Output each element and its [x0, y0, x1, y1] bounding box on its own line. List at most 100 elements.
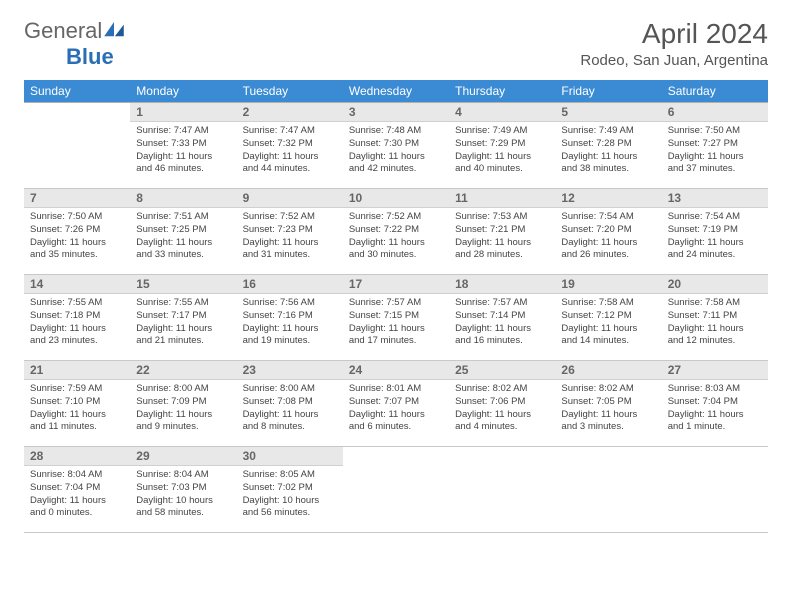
calendar-cell: 19Sunrise: 7:58 AMSunset: 7:12 PMDayligh… [555, 275, 661, 361]
day-number: 22 [130, 361, 236, 380]
calendar-cell: .. [662, 447, 768, 533]
day-number: 8 [130, 189, 236, 208]
day-header: Wednesday [343, 80, 449, 103]
header: GeneralBlue April 2024 Rodeo, San Juan, … [24, 18, 768, 70]
month-title: April 2024 [580, 18, 768, 50]
day-body: Sunrise: 8:04 AMSunset: 7:03 PMDaylight:… [130, 466, 236, 523]
calendar-cell: 3Sunrise: 7:48 AMSunset: 7:30 PMDaylight… [343, 103, 449, 189]
calendar-cell: 12Sunrise: 7:54 AMSunset: 7:20 PMDayligh… [555, 189, 661, 275]
calendar-table: SundayMondayTuesdayWednesdayThursdayFrid… [24, 80, 768, 533]
day-body: Sunrise: 7:49 AMSunset: 7:28 PMDaylight:… [555, 122, 661, 179]
day-header: Saturday [662, 80, 768, 103]
title-block: April 2024 Rodeo, San Juan, Argentina [580, 18, 768, 69]
day-number: 20 [662, 275, 768, 294]
day-body: Sunrise: 7:54 AMSunset: 7:19 PMDaylight:… [662, 208, 768, 265]
day-body: Sunrise: 7:52 AMSunset: 7:23 PMDaylight:… [237, 208, 343, 265]
day-number: 30 [237, 447, 343, 466]
day-number: 1 [130, 103, 236, 122]
day-body: Sunrise: 7:55 AMSunset: 7:18 PMDaylight:… [24, 294, 130, 351]
day-body: Sunrise: 8:01 AMSunset: 7:07 PMDaylight:… [343, 380, 449, 437]
calendar-cell: .. [343, 447, 449, 533]
calendar-cell: 7Sunrise: 7:50 AMSunset: 7:26 PMDaylight… [24, 189, 130, 275]
calendar-header-row: SundayMondayTuesdayWednesdayThursdayFrid… [24, 80, 768, 103]
day-body: Sunrise: 8:00 AMSunset: 7:08 PMDaylight:… [237, 380, 343, 437]
day-number: 28 [24, 447, 130, 466]
day-body: Sunrise: 7:53 AMSunset: 7:21 PMDaylight:… [449, 208, 555, 265]
calendar-cell: 2Sunrise: 7:47 AMSunset: 7:32 PMDaylight… [237, 103, 343, 189]
day-number: 16 [237, 275, 343, 294]
day-number: 6 [662, 103, 768, 122]
calendar-week: 21Sunrise: 7:59 AMSunset: 7:10 PMDayligh… [24, 361, 768, 447]
calendar-cell: 9Sunrise: 7:52 AMSunset: 7:23 PMDaylight… [237, 189, 343, 275]
calendar-cell: 25Sunrise: 8:02 AMSunset: 7:06 PMDayligh… [449, 361, 555, 447]
day-number: 29 [130, 447, 236, 466]
day-number: 15 [130, 275, 236, 294]
day-header: Monday [130, 80, 236, 103]
day-number: 2 [237, 103, 343, 122]
day-body: Sunrise: 7:57 AMSunset: 7:15 PMDaylight:… [343, 294, 449, 351]
sail-icon [104, 22, 124, 38]
day-body: Sunrise: 8:04 AMSunset: 7:04 PMDaylight:… [24, 466, 130, 523]
day-number: 17 [343, 275, 449, 294]
day-body: Sunrise: 7:55 AMSunset: 7:17 PMDaylight:… [130, 294, 236, 351]
day-number: 19 [555, 275, 661, 294]
day-header: Sunday [24, 80, 130, 103]
calendar-body: ..1Sunrise: 7:47 AMSunset: 7:33 PMDaylig… [24, 103, 768, 533]
day-number: 26 [555, 361, 661, 380]
day-body: Sunrise: 8:00 AMSunset: 7:09 PMDaylight:… [130, 380, 236, 437]
calendar-cell: 29Sunrise: 8:04 AMSunset: 7:03 PMDayligh… [130, 447, 236, 533]
calendar-cell: .. [555, 447, 661, 533]
day-body: Sunrise: 8:02 AMSunset: 7:06 PMDaylight:… [449, 380, 555, 437]
calendar-cell: 13Sunrise: 7:54 AMSunset: 7:19 PMDayligh… [662, 189, 768, 275]
day-number: 23 [237, 361, 343, 380]
calendar-cell: 22Sunrise: 8:00 AMSunset: 7:09 PMDayligh… [130, 361, 236, 447]
day-body: Sunrise: 8:02 AMSunset: 7:05 PMDaylight:… [555, 380, 661, 437]
brand-part1: General [24, 18, 102, 43]
calendar-cell: 11Sunrise: 7:53 AMSunset: 7:21 PMDayligh… [449, 189, 555, 275]
day-number: 13 [662, 189, 768, 208]
brand-logo: GeneralBlue [24, 18, 124, 70]
calendar-cell: 8Sunrise: 7:51 AMSunset: 7:25 PMDaylight… [130, 189, 236, 275]
day-body: Sunrise: 7:50 AMSunset: 7:27 PMDaylight:… [662, 122, 768, 179]
calendar-week: 14Sunrise: 7:55 AMSunset: 7:18 PMDayligh… [24, 275, 768, 361]
calendar-cell: 24Sunrise: 8:01 AMSunset: 7:07 PMDayligh… [343, 361, 449, 447]
calendar-cell: 26Sunrise: 8:02 AMSunset: 7:05 PMDayligh… [555, 361, 661, 447]
day-body: Sunrise: 7:52 AMSunset: 7:22 PMDaylight:… [343, 208, 449, 265]
day-body: Sunrise: 7:50 AMSunset: 7:26 PMDaylight:… [24, 208, 130, 265]
day-number: 5 [555, 103, 661, 122]
day-body: Sunrise: 8:03 AMSunset: 7:04 PMDaylight:… [662, 380, 768, 437]
day-number: 18 [449, 275, 555, 294]
day-body: Sunrise: 7:47 AMSunset: 7:32 PMDaylight:… [237, 122, 343, 179]
calendar-cell: 20Sunrise: 7:58 AMSunset: 7:11 PMDayligh… [662, 275, 768, 361]
day-header: Friday [555, 80, 661, 103]
calendar-cell: 18Sunrise: 7:57 AMSunset: 7:14 PMDayligh… [449, 275, 555, 361]
day-number: 27 [662, 361, 768, 380]
day-body: Sunrise: 7:48 AMSunset: 7:30 PMDaylight:… [343, 122, 449, 179]
day-number: 14 [24, 275, 130, 294]
location: Rodeo, San Juan, Argentina [580, 52, 768, 69]
calendar-cell: 16Sunrise: 7:56 AMSunset: 7:16 PMDayligh… [237, 275, 343, 361]
calendar-cell: 1Sunrise: 7:47 AMSunset: 7:33 PMDaylight… [130, 103, 236, 189]
day-body: Sunrise: 7:56 AMSunset: 7:16 PMDaylight:… [237, 294, 343, 351]
calendar-cell: 30Sunrise: 8:05 AMSunset: 7:02 PMDayligh… [237, 447, 343, 533]
calendar-week: 7Sunrise: 7:50 AMSunset: 7:26 PMDaylight… [24, 189, 768, 275]
day-number: 4 [449, 103, 555, 122]
calendar-cell: .. [449, 447, 555, 533]
brand-part2: Blue [66, 44, 114, 69]
calendar-week: 28Sunrise: 8:04 AMSunset: 7:04 PMDayligh… [24, 447, 768, 533]
day-body: Sunrise: 7:47 AMSunset: 7:33 PMDaylight:… [130, 122, 236, 179]
day-number: 24 [343, 361, 449, 380]
day-number: 9 [237, 189, 343, 208]
day-number: 12 [555, 189, 661, 208]
day-body: Sunrise: 8:05 AMSunset: 7:02 PMDaylight:… [237, 466, 343, 523]
calendar-cell: 10Sunrise: 7:52 AMSunset: 7:22 PMDayligh… [343, 189, 449, 275]
day-header: Tuesday [237, 80, 343, 103]
calendar-week: ..1Sunrise: 7:47 AMSunset: 7:33 PMDaylig… [24, 103, 768, 189]
calendar-cell: 14Sunrise: 7:55 AMSunset: 7:18 PMDayligh… [24, 275, 130, 361]
day-body: Sunrise: 7:58 AMSunset: 7:11 PMDaylight:… [662, 294, 768, 351]
calendar-cell: 27Sunrise: 8:03 AMSunset: 7:04 PMDayligh… [662, 361, 768, 447]
calendar-cell: 15Sunrise: 7:55 AMSunset: 7:17 PMDayligh… [130, 275, 236, 361]
calendar-cell: 5Sunrise: 7:49 AMSunset: 7:28 PMDaylight… [555, 103, 661, 189]
day-header: Thursday [449, 80, 555, 103]
calendar-cell: .. [24, 103, 130, 189]
